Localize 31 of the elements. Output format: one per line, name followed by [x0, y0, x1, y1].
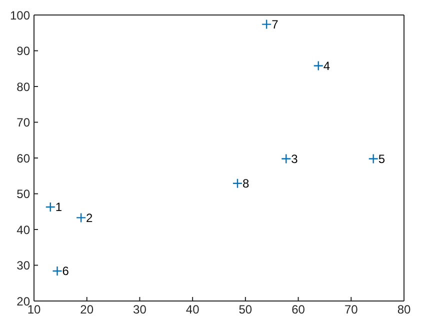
- point: [52, 266, 62, 276]
- x-tick-label: 30: [133, 302, 147, 317]
- x-tick-label: 20: [80, 302, 94, 317]
- x-tick-label: 70: [344, 302, 358, 317]
- y-tick-label: 40: [16, 222, 30, 237]
- y-tick-label: 30: [16, 258, 30, 273]
- point: [261, 19, 272, 30]
- x-tick-label: 40: [186, 302, 200, 317]
- annotation: 5: [378, 152, 386, 166]
- annotation: 3: [291, 152, 298, 166]
- y-tick-label: 100: [10, 8, 30, 22]
- x-tick-label: 80: [397, 302, 411, 317]
- annotation: 2: [86, 210, 94, 225]
- point: [45, 202, 56, 212]
- y-tick-label: 50: [16, 187, 30, 202]
- point: [232, 178, 243, 188]
- point: [313, 60, 324, 71]
- annotation: 1: [55, 200, 62, 214]
- x-tick-label: 50: [238, 302, 252, 317]
- y-tick-label: 90: [16, 44, 30, 58]
- point: [368, 154, 378, 164]
- annotation: 4: [323, 59, 330, 74]
- x-tick-label: 60: [292, 302, 306, 317]
- point: [281, 154, 292, 164]
- point: [76, 212, 86, 223]
- y-tick-label: 80: [16, 80, 30, 94]
- y-tick-label: 70: [16, 116, 30, 130]
- y-tick-label: 60: [16, 151, 30, 166]
- annotation: 6: [62, 264, 70, 278]
- annotation: 7: [272, 18, 279, 32]
- annotation: 8: [242, 176, 250, 191]
